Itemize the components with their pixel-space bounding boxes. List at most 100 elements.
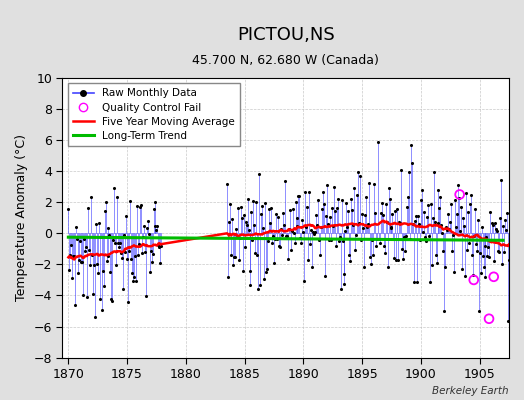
Point [262,268,270,275]
Point [224,274,232,280]
Point [282,233,291,239]
Point [341,228,350,234]
Point [419,229,427,235]
Point [391,208,400,214]
Point [85,246,93,253]
Point [124,299,132,305]
Point [478,253,487,259]
Point [253,252,261,258]
Point [82,244,90,250]
Point [149,206,158,212]
Point [235,257,243,264]
Point [400,234,408,240]
Point [115,244,124,250]
Point [92,220,100,227]
Point [325,214,334,220]
Point [309,229,318,235]
Point [233,234,241,240]
Point [472,240,480,247]
Point [501,216,509,223]
Point [234,204,242,211]
Point [336,286,345,292]
Point [96,234,105,240]
Point [365,180,373,186]
Point [241,244,249,250]
Point [317,224,325,230]
Point [255,171,264,178]
Point [332,205,341,212]
Point [493,228,501,234]
Point [467,252,476,259]
Point [313,222,321,228]
Point [77,259,85,266]
Point [140,249,149,255]
Point [94,220,103,226]
Point [431,252,440,258]
Point [460,223,468,229]
Point [145,231,153,238]
Point [429,214,437,221]
Point [86,261,94,268]
Point [497,176,505,183]
Point [269,232,277,239]
Point [439,248,447,254]
Point [93,270,102,277]
Point [457,204,465,210]
Point [122,212,130,219]
Point [344,208,353,214]
Point [416,237,424,243]
Point [123,256,132,262]
Point [270,259,278,266]
Point [424,232,433,239]
Point [153,223,161,229]
Point [411,218,419,224]
Point [102,258,111,264]
Point [462,190,470,196]
Point [319,188,327,195]
Point [385,196,394,202]
Point [383,219,391,226]
Point [297,240,305,246]
Point [113,194,122,200]
Point [473,248,481,254]
Point [361,212,369,219]
Point [90,261,98,268]
Point [350,184,358,191]
Point [117,250,125,256]
Point [118,255,126,261]
Point [375,235,383,242]
Point [298,217,307,224]
Point [70,253,79,259]
Point [328,204,336,211]
Point [236,204,245,210]
Point [384,264,392,270]
Point [438,229,446,236]
Point [280,178,289,184]
Point [349,221,357,228]
Point [288,206,297,212]
Point [494,248,503,254]
Point [235,234,244,241]
Point [316,251,324,258]
Point [367,261,375,267]
Point [152,226,161,233]
Point [321,272,329,279]
Point [155,244,163,250]
Point [292,223,301,229]
Point [66,252,74,259]
Point [420,209,428,215]
Point [335,234,344,240]
Point [385,185,393,191]
Point [407,142,415,148]
Point [324,221,332,228]
Point [456,227,464,234]
Text: 45.700 N, 62.680 W (Canada): 45.700 N, 62.680 W (Canada) [192,54,379,67]
Point [127,256,135,262]
Point [421,234,429,240]
Point [435,205,444,211]
Point [129,278,137,285]
Point [64,206,72,212]
Point [351,247,359,253]
Point [498,261,506,267]
Point [479,264,488,270]
